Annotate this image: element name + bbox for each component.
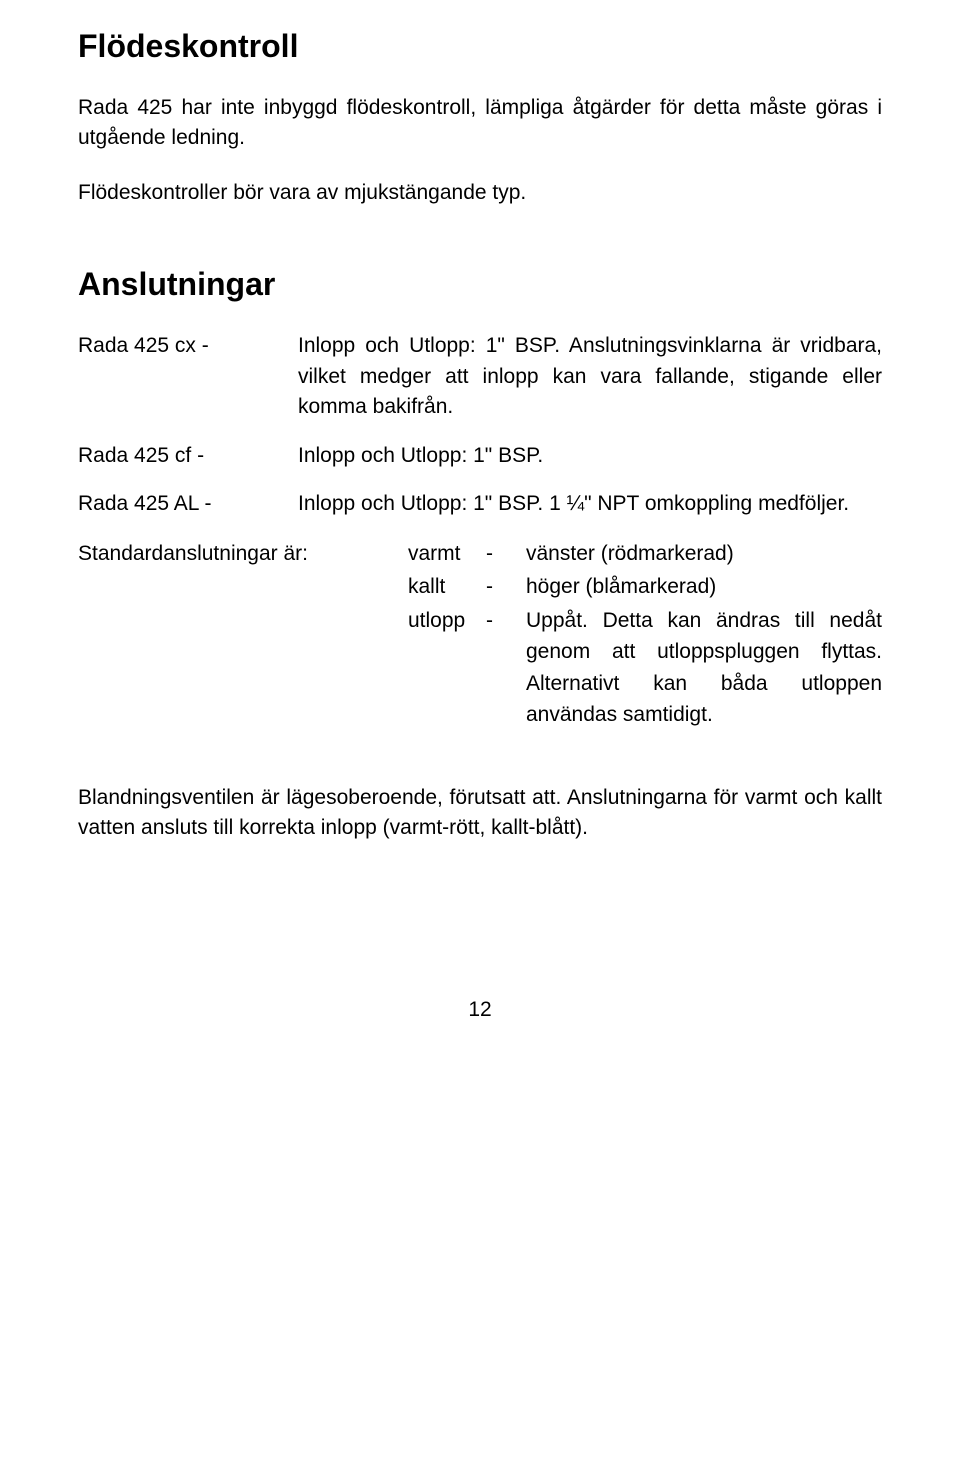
definition-text: Inlopp och Utlopp: 1" BSP. 1 ¼" NPT omko… bbox=[298, 489, 882, 519]
definition-label: Rada 425 AL - bbox=[78, 489, 298, 519]
section1-para2: Flödeskontroller bör vara av mjukstängan… bbox=[78, 178, 882, 208]
standard-left: varmt bbox=[408, 538, 486, 570]
definition-row: Rada 425 cx - Inlopp och Utlopp: 1" BSP.… bbox=[78, 331, 882, 422]
section1-title: Flödeskontroll bbox=[78, 28, 882, 65]
standard-sep: - bbox=[486, 538, 526, 570]
standard-right: höger (blåmarkerad) bbox=[526, 571, 882, 603]
definition-text: Inlopp och Utlopp: 1" BSP. Anslutningsvi… bbox=[298, 331, 882, 422]
standard-sep: - bbox=[486, 605, 526, 731]
standard-right: vänster (rödmarkerad) bbox=[526, 538, 882, 570]
standard-spacer bbox=[78, 571, 408, 603]
standard-row: utlopp - Uppåt. Detta kan ändras till ne… bbox=[78, 605, 882, 731]
standard-row: Standardanslutningar är: varmt - vänster… bbox=[78, 538, 882, 570]
standard-left: utlopp bbox=[408, 605, 486, 731]
document-page: Flödeskontroll Rada 425 har inte inbyggd… bbox=[0, 0, 960, 1062]
definition-label: Rada 425 cx - bbox=[78, 331, 298, 422]
standard-right: Uppåt. Detta kan ändras till nedåt genom… bbox=[526, 605, 882, 731]
definition-label: Rada 425 cf - bbox=[78, 441, 298, 471]
page-number: 12 bbox=[78, 998, 882, 1022]
standard-sep: - bbox=[486, 571, 526, 603]
standard-left: kallt bbox=[408, 571, 486, 603]
standard-spacer bbox=[78, 605, 408, 731]
section2-title: Anslutningar bbox=[78, 266, 882, 303]
standard-connections: Standardanslutningar är: varmt - vänster… bbox=[78, 538, 882, 731]
definition-row: Rada 425 cf - Inlopp och Utlopp: 1" BSP. bbox=[78, 441, 882, 471]
standard-intro: Standardanslutningar är: bbox=[78, 538, 408, 570]
standard-row: kallt - höger (blåmarkerad) bbox=[78, 571, 882, 603]
section1-para1: Rada 425 har inte inbyggd flödeskontroll… bbox=[78, 93, 882, 154]
definition-text: Inlopp och Utlopp: 1" BSP. bbox=[298, 441, 882, 471]
closing-paragraph: Blandningsventilen är lägesoberoende, fö… bbox=[78, 783, 882, 844]
definition-row: Rada 425 AL - Inlopp och Utlopp: 1" BSP.… bbox=[78, 489, 882, 519]
